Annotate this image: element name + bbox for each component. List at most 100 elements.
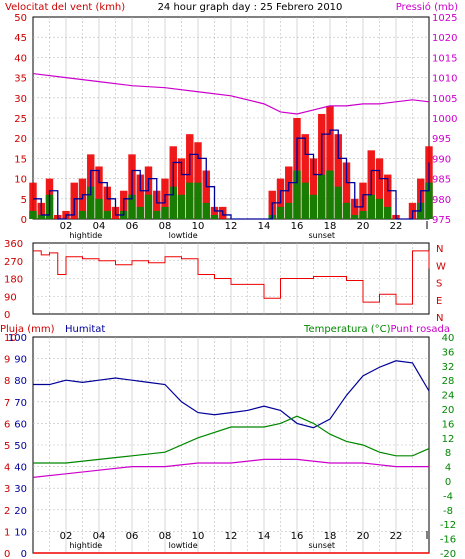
pressure-label: Pressió (mb) [396, 1, 458, 13]
rain-label: Pluja (mm) [0, 324, 55, 335]
x-hour-tick: 08 [159, 221, 172, 232]
rain-tick: 0 [4, 549, 10, 559]
wind-min-bar [351, 214, 359, 219]
x-hour-tick: 12 [225, 531, 238, 542]
temperature-tick: -12 [440, 520, 456, 531]
rain-tick: 3 [4, 484, 10, 495]
grid-layer [33, 17, 429, 553]
pressure-tick: 1020 [432, 33, 457, 44]
x-event-label: sunset [308, 231, 335, 240]
wind-min-bar [318, 174, 326, 219]
wind-y-tick: 10 [14, 175, 27, 186]
temperature-line [33, 415, 430, 464]
pressure-tick: 975 [432, 215, 451, 226]
pressure-tick: 1010 [432, 74, 457, 85]
compass-label: N [436, 313, 443, 324]
wind-min-bar [194, 182, 202, 219]
direction-y-tick: 270 [4, 257, 23, 268]
wind-min-bar [95, 198, 103, 219]
wind-min-bar [169, 186, 177, 219]
wind-gust-bar [95, 166, 103, 219]
wind-y-tick: 0 [21, 215, 27, 226]
chart-title: 24 hour graph day : 25 Febrero 2010 [158, 2, 343, 13]
x-hour-tick: 18 [324, 221, 337, 232]
rain-tick: 7 [4, 398, 10, 409]
x-hour-tick: 18 [324, 531, 337, 542]
axis-layer: 0510152025303540455097598098599099510001… [4, 13, 457, 559]
dewpoint-line [32, 458, 429, 478]
pressure-line [32, 72, 430, 115]
compass-label: N [436, 244, 443, 255]
x-event-label: hightide [69, 231, 102, 240]
wind-y-tick: 30 [14, 94, 27, 105]
wind-direction-line [33, 250, 430, 305]
temperature-tick: -20 [440, 549, 456, 559]
wind-speed-label: Velocitat del vent (kmh) [5, 2, 125, 13]
wind-gust-bar [202, 170, 210, 219]
temperature-tick: 36 [442, 347, 455, 358]
wind-gust-bar [309, 158, 318, 219]
wind-min-bar [37, 214, 45, 219]
x-hour-tick: 04 [93, 531, 106, 542]
rain-tick: 6 [4, 419, 10, 430]
temperature-tick: 16 [442, 419, 455, 430]
x-hour-tick: 16 [291, 221, 304, 232]
temperature-tick: 0 [445, 477, 451, 488]
wind-y-tick: 45 [14, 33, 27, 44]
humidity-label: Humitat [65, 324, 105, 335]
temperature-tick: 24 [442, 391, 455, 402]
humidity-line [33, 360, 430, 429]
wind-min-bar [425, 182, 433, 219]
wind-min-bar [153, 210, 161, 219]
temperature-tick: 28 [442, 376, 455, 387]
wind-gust-bar [194, 142, 202, 219]
temperature-tick: 40 [442, 333, 455, 344]
humidity-tick: 0 [21, 549, 27, 559]
wind-y-tick: 15 [14, 154, 27, 165]
pressure-tick: 995 [432, 134, 451, 145]
wind-min-bar [367, 194, 375, 219]
wind-y-tick: 50 [14, 13, 27, 24]
wind-gust-bar [144, 166, 153, 219]
wind-y-tick: 5 [21, 195, 27, 206]
temperature-tick: 32 [442, 362, 455, 373]
wind-min-bar [359, 210, 367, 219]
x-hour-tick: 20 [357, 221, 370, 232]
rain-tick: 9 [4, 355, 10, 366]
rain-tick: 10 [4, 333, 17, 344]
pressure-tick: 990 [432, 154, 451, 165]
wind-gust-bar [375, 158, 384, 219]
temp-label-part: Temperatura (°C) [303, 324, 391, 335]
temperature-tick: -8 [443, 506, 453, 517]
pressure-tick: 1000 [432, 114, 457, 125]
x-hour-tick: 06 [126, 221, 139, 232]
pressure-tick: 985 [432, 175, 451, 186]
wind-gust-bar [29, 182, 37, 219]
wind-min-bar [293, 170, 301, 219]
humidity-tick: 40 [14, 463, 27, 474]
x-hour-tick: 22 [390, 531, 403, 542]
rain-tick: 8 [4, 376, 10, 387]
humidity-tick: 60 [14, 419, 27, 430]
rain-tick: 2 [4, 506, 10, 517]
direction-y-tick: 0 [4, 310, 10, 321]
x-hour-tick: 10 [192, 531, 205, 542]
wind-min-bar [375, 198, 384, 219]
x-hour-tick: 12 [225, 221, 238, 232]
temperature-tick: -16 [440, 535, 456, 546]
pressure-tick: 1015 [432, 53, 457, 64]
wind-min-bar [384, 206, 392, 219]
wind-gust-bar [334, 134, 342, 219]
wind-gust-bar [351, 198, 359, 219]
wind-min-bar [161, 206, 169, 219]
humidity-tick: 70 [14, 398, 27, 409]
wind-gust-bar [342, 162, 351, 219]
wind-gust-bar [301, 134, 309, 219]
temperature-tick: 4 [445, 463, 451, 474]
wind-min-bar [144, 194, 153, 219]
wind-min-bar [177, 194, 186, 219]
wind-gust-bar [326, 105, 334, 219]
x-hour-tick: 20 [357, 531, 370, 542]
pressure-tick: 1025 [432, 13, 457, 24]
